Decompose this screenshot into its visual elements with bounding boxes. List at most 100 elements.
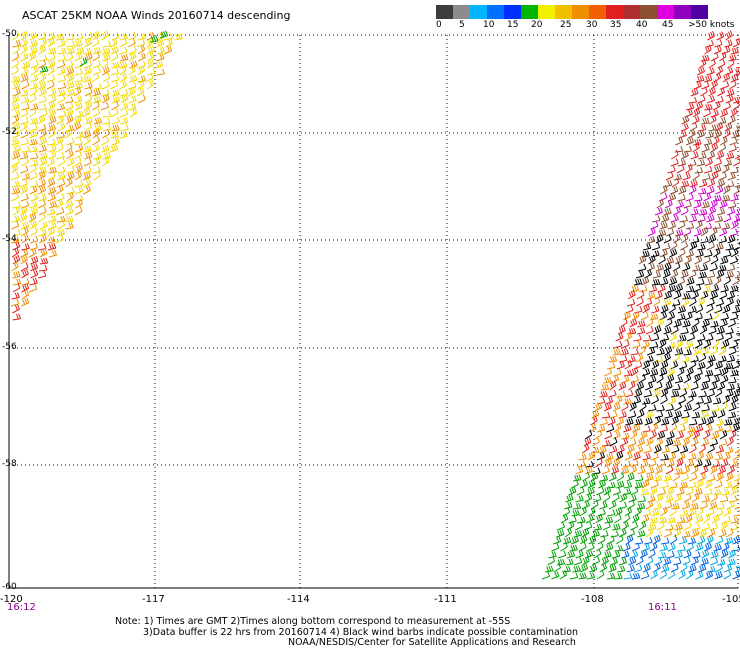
time-label-left: 16:12	[7, 602, 36, 613]
wind-barb	[39, 257, 49, 265]
wind-barb	[120, 109, 129, 118]
wind-barb	[74, 39, 83, 48]
wind-barb	[716, 326, 725, 335]
wind-barb	[647, 227, 656, 237]
wind-barb	[637, 437, 646, 447]
wind-barb	[670, 185, 679, 195]
wind-barb	[628, 556, 637, 566]
wind-barb	[700, 347, 710, 356]
wind-barb	[101, 47, 111, 55]
wind-barb	[120, 54, 129, 62]
wind-barb	[709, 438, 718, 447]
wind-barb	[665, 317, 673, 328]
wind-barb	[84, 38, 93, 48]
wind-barb	[691, 492, 700, 503]
wind-barb	[92, 51, 101, 62]
wind-barb	[663, 207, 672, 216]
wind-barb	[11, 75, 21, 83]
wind-barb	[725, 66, 734, 76]
wind-barb	[20, 96, 30, 104]
wind-barb	[710, 550, 719, 559]
wind-barb	[700, 382, 709, 391]
wind-barb	[694, 312, 703, 321]
wind-barb	[633, 278, 643, 286]
wind-barb	[29, 145, 38, 153]
wind-barb	[111, 124, 120, 132]
wind-barb	[629, 401, 637, 412]
wind-barb	[698, 472, 707, 482]
time-label-right: 16:11	[648, 602, 677, 613]
wind-barb	[603, 485, 612, 496]
wind-barb	[650, 452, 659, 461]
wind-barb	[575, 521, 583, 531]
wind-barb	[646, 466, 655, 475]
wind-barb	[688, 418, 698, 426]
wind-barb	[47, 100, 56, 111]
wind-barb	[642, 242, 652, 251]
wind-barb	[551, 571, 560, 580]
wind-barb	[672, 383, 681, 391]
wind-barb	[700, 409, 709, 419]
wind-barb	[701, 144, 710, 153]
wind-barb	[74, 101, 83, 111]
wind-barb	[12, 144, 21, 153]
wind-barb	[612, 402, 621, 412]
wind-barb	[726, 500, 735, 510]
wind-barb	[592, 436, 600, 447]
wind-barb	[695, 542, 704, 552]
wind-barb	[65, 215, 74, 223]
colorbar-label: 15	[507, 20, 519, 30]
wind-barb	[725, 389, 734, 398]
colorbar-segment	[572, 5, 589, 19]
wind-barb	[590, 446, 600, 454]
wind-barb	[732, 275, 740, 286]
wind-barb	[75, 163, 83, 174]
wind-barb	[608, 355, 618, 363]
wind-barb	[110, 131, 119, 139]
wind-barb	[727, 465, 735, 475]
wind-barb	[680, 150, 689, 160]
wind-barb	[572, 502, 582, 510]
wind-barb	[703, 339, 712, 349]
wind-barb	[715, 508, 724, 517]
wind-barb	[155, 60, 164, 69]
wind-barb	[93, 117, 103, 125]
wind-barb	[111, 100, 119, 111]
wind-barb	[138, 52, 146, 62]
wind-barb	[29, 180, 39, 188]
wind-barb	[726, 436, 734, 447]
wind-barb	[730, 516, 739, 524]
wind-barb	[602, 439, 611, 447]
wind-barb	[725, 243, 734, 251]
wind-barb	[91, 72, 100, 83]
wind-barb	[718, 355, 727, 363]
wind-barb	[29, 235, 39, 244]
wind-barb	[92, 47, 102, 55]
wind-barb	[674, 551, 683, 559]
wind-barb	[29, 277, 38, 286]
wind-barb	[596, 397, 606, 405]
wind-barb	[79, 56, 88, 67]
wind-barb	[47, 242, 57, 251]
wind-barb	[692, 401, 701, 412]
wind-barb	[727, 115, 736, 125]
wind-barb	[21, 297, 30, 307]
wind-barb	[83, 178, 92, 188]
wind-barb	[75, 46, 85, 55]
wind-barb	[673, 493, 682, 503]
wind-barb	[720, 520, 728, 531]
wind-barb	[102, 110, 112, 118]
wind-barb	[725, 537, 734, 545]
wind-barb	[645, 527, 654, 538]
wind-barb	[649, 486, 658, 496]
wind-barb	[705, 131, 714, 139]
colorbar-segment	[623, 5, 640, 19]
wind-barb	[57, 89, 66, 97]
wind-barb	[666, 431, 675, 440]
wind-barb	[653, 502, 663, 510]
wind-barb	[39, 128, 47, 139]
wind-barb	[102, 40, 111, 48]
wind-barb	[66, 187, 75, 195]
wind-barb	[614, 340, 623, 349]
wind-barb	[65, 60, 74, 69]
